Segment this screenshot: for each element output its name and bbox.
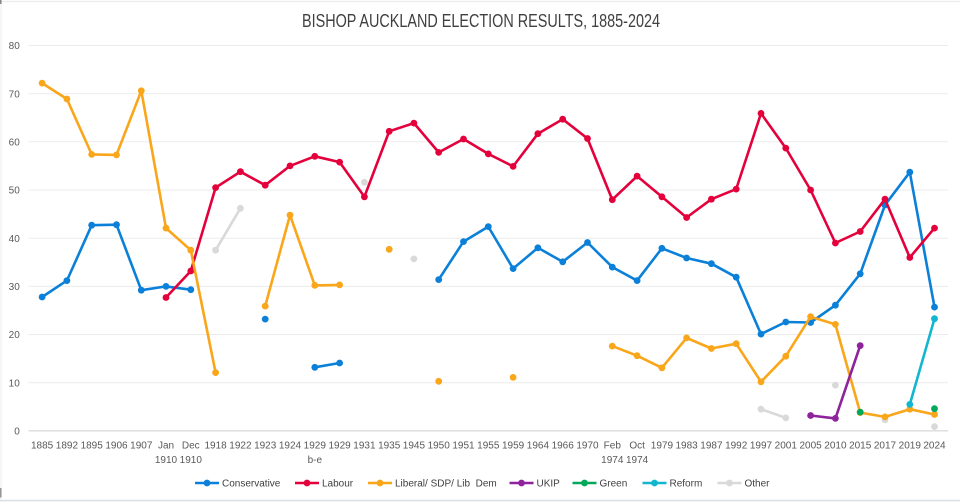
svg-text:1895: 1895	[81, 441, 104, 452]
svg-text:b-e: b-e	[308, 455, 323, 466]
svg-text:1929: 1929	[328, 441, 351, 452]
svg-text:1924: 1924	[279, 441, 302, 452]
svg-text:1987: 1987	[700, 441, 723, 452]
svg-text:1970: 1970	[576, 441, 599, 452]
svg-text:Conservative: Conservative	[222, 479, 281, 490]
svg-text:2024: 2024	[923, 441, 946, 452]
svg-text:1974: 1974	[626, 455, 649, 466]
svg-text:1950: 1950	[428, 441, 451, 452]
svg-text:40: 40	[9, 234, 21, 245]
svg-text:1997: 1997	[750, 441, 773, 452]
svg-text:1885: 1885	[31, 441, 54, 452]
svg-text:Oct: Oct	[629, 441, 645, 452]
svg-text:1907: 1907	[130, 441, 153, 452]
svg-text:1966: 1966	[552, 441, 575, 452]
svg-text:1992: 1992	[725, 441, 748, 452]
svg-text:1923: 1923	[254, 441, 277, 452]
svg-text:Labour: Labour	[322, 479, 354, 490]
svg-text:20: 20	[9, 330, 21, 341]
svg-text:1945: 1945	[403, 441, 426, 452]
svg-text:1918: 1918	[204, 441, 227, 452]
svg-text:0: 0	[14, 427, 20, 438]
svg-text:2001: 2001	[775, 441, 798, 452]
svg-text:1922: 1922	[229, 441, 252, 452]
svg-text:Liberal/ SDP/ Lib Dem: Liberal/ SDP/ Lib Dem	[395, 479, 497, 490]
svg-text:80: 80	[9, 41, 21, 52]
svg-text:2005: 2005	[799, 441, 822, 452]
svg-text:2017: 2017	[874, 441, 897, 452]
svg-text:1959: 1959	[502, 441, 525, 452]
svg-text:30: 30	[9, 282, 21, 293]
svg-text:1892: 1892	[56, 441, 79, 452]
svg-text:60: 60	[9, 137, 21, 148]
svg-text:1955: 1955	[477, 441, 500, 452]
svg-text:Green: Green	[600, 479, 628, 490]
svg-text:1964: 1964	[527, 441, 550, 452]
svg-text:1935: 1935	[378, 441, 401, 452]
svg-text:2019: 2019	[899, 441, 922, 452]
svg-text:BISHOP AUCKLAND ELECTION RESUL: BISHOP AUCKLAND ELECTION RESULTS, 1885-2…	[302, 10, 660, 31]
svg-text:1983: 1983	[675, 441, 698, 452]
svg-text:50: 50	[9, 186, 21, 197]
svg-text:1951: 1951	[452, 441, 475, 452]
svg-text:10: 10	[9, 378, 21, 389]
svg-text:1910: 1910	[180, 455, 203, 466]
svg-text:1929: 1929	[304, 441, 327, 452]
svg-text:1974: 1974	[601, 455, 624, 466]
svg-text:Other: Other	[745, 479, 771, 490]
svg-text:2015: 2015	[849, 441, 872, 452]
svg-text:2010: 2010	[824, 441, 847, 452]
svg-text:1931: 1931	[353, 441, 376, 452]
svg-text:70: 70	[9, 89, 21, 100]
svg-text:1906: 1906	[105, 441, 128, 452]
svg-text:UKIP: UKIP	[537, 479, 561, 490]
svg-text:Jan: Jan	[158, 441, 174, 452]
svg-text:1910: 1910	[155, 455, 178, 466]
svg-text:Dec: Dec	[182, 441, 200, 452]
svg-text:1979: 1979	[651, 441, 674, 452]
svg-text:Feb: Feb	[604, 441, 622, 452]
svg-text:Reform: Reform	[670, 479, 703, 490]
